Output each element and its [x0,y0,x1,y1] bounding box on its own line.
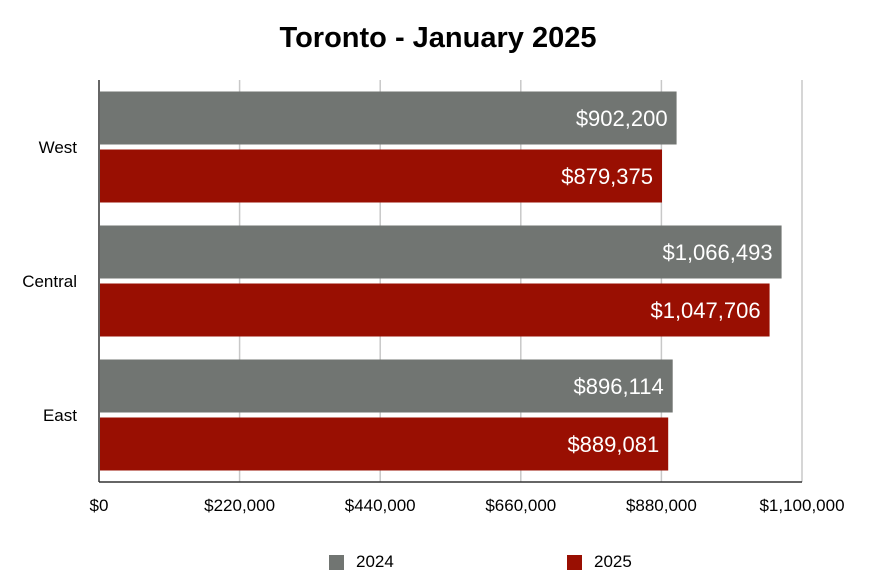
y-category-label: West [39,138,78,157]
legend-label-2024: 2024 [356,552,394,571]
legend-swatch-2024 [329,554,344,570]
bar-value-label: $896,114 [574,374,664,399]
chart-title: Toronto - January 2025 [279,22,597,54]
bar-value-label: $879,375 [561,164,653,189]
bar-2025-east [100,417,669,471]
x-tick-label: $660,000 [485,496,556,515]
legend-label-2025: 2025 [594,552,632,571]
bar-value-labels: $902,200 $879,375 $1,066,493 $1,047,706 $896… [561,106,772,457]
x-tick-label: $1,100,000 [759,496,844,515]
axes: $0 $220,000 $440,000 $660,000 $880,000 $1,100… [22,80,845,515]
y-category-label: Central [22,272,77,291]
gridlines [238,80,803,482]
x-tick-label: $880,000 [626,496,697,515]
bar-value-label: $889,081 [567,432,659,457]
bar-2025-west [100,149,663,203]
bar-2024-west [100,91,677,145]
legend-item-2024: 2024 [329,550,394,574]
y-category-label: East [43,406,77,425]
x-tick-label: $0 [90,496,109,515]
bars [100,91,782,471]
legend-item-2025: 2025 [567,550,632,574]
bar-2025-central [100,283,770,337]
bar-value-label: $1,066,493 [662,240,772,265]
bar-2024-east [100,359,673,413]
bar-value-label: $902,200 [576,106,668,131]
x-tick-label: $440,000 [345,496,416,515]
bar-value-label: $1,047,706 [650,298,760,323]
legend-swatch-2025 [567,554,582,570]
x-tick-label: $220,000 [204,496,275,515]
bar-2024-central [100,225,782,279]
